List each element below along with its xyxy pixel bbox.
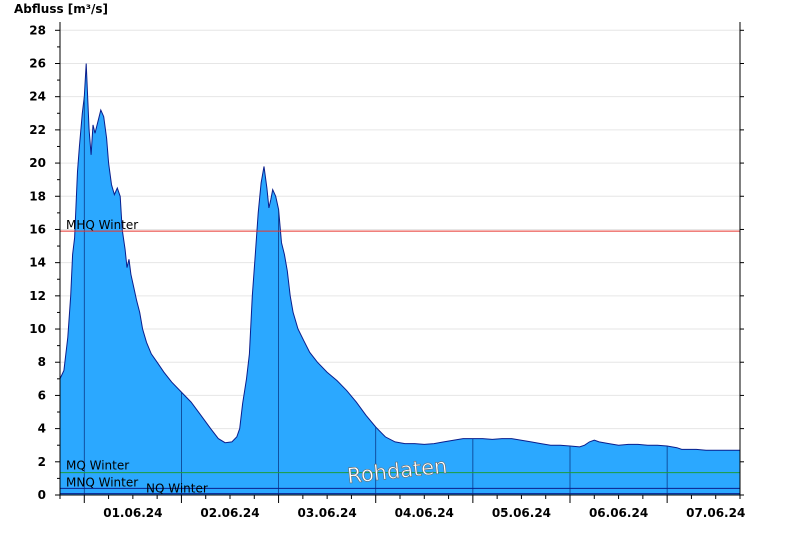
x-tick-label: 06.06.24 <box>589 506 648 520</box>
grid <box>60 29 740 463</box>
y-tick-label: 4 <box>38 422 46 436</box>
reference-label: MNQ Winter <box>66 475 138 489</box>
y-tick-label: 6 <box>38 388 46 402</box>
area-outline <box>59 63 740 451</box>
y-tick-label: 10 <box>29 322 46 336</box>
y-tick-label: 28 <box>29 23 46 37</box>
x-tick-label: 03.06.24 <box>298 506 357 520</box>
y-tick-label: 18 <box>29 189 46 203</box>
day-dividers <box>83 96 668 495</box>
x-tick-label: 02.06.24 <box>200 506 259 520</box>
x-tick-label: 05.06.24 <box>492 506 551 520</box>
y-tick-label: 16 <box>29 222 46 236</box>
x-tick-label: 07.06.24 <box>686 506 745 520</box>
reference-label: MHQ Winter <box>66 218 138 232</box>
y-tick-label: 20 <box>29 156 46 170</box>
y-tick-label: 14 <box>29 256 46 270</box>
x-tick-label: 01.06.24 <box>103 506 162 520</box>
y-tick-label: 22 <box>29 123 46 137</box>
reference-label: MQ Winter <box>66 459 129 473</box>
y-tick-label: 26 <box>29 56 46 70</box>
area-fill <box>60 63 740 495</box>
y-tick-label: 8 <box>38 355 46 369</box>
x-tick-label: 04.06.24 <box>395 506 454 520</box>
series-area <box>59 63 740 495</box>
x-ticks: 01.06.24 02.06.24 03.06.24 04.06.24 05.06.24… <box>59 495 745 520</box>
y-axis-label: Abfluss [m³/s] <box>14 2 108 16</box>
reference-label: NQ Winter <box>146 482 208 496</box>
reference-lines: MHQ Winter MQ Winter MNQ Winter NQ Winter <box>60 218 740 496</box>
y-tick-label: 24 <box>29 90 46 104</box>
y-tick-label: 12 <box>29 289 46 303</box>
y-tick-label: 2 <box>38 455 46 469</box>
y-tick-label: 0 <box>38 488 46 502</box>
